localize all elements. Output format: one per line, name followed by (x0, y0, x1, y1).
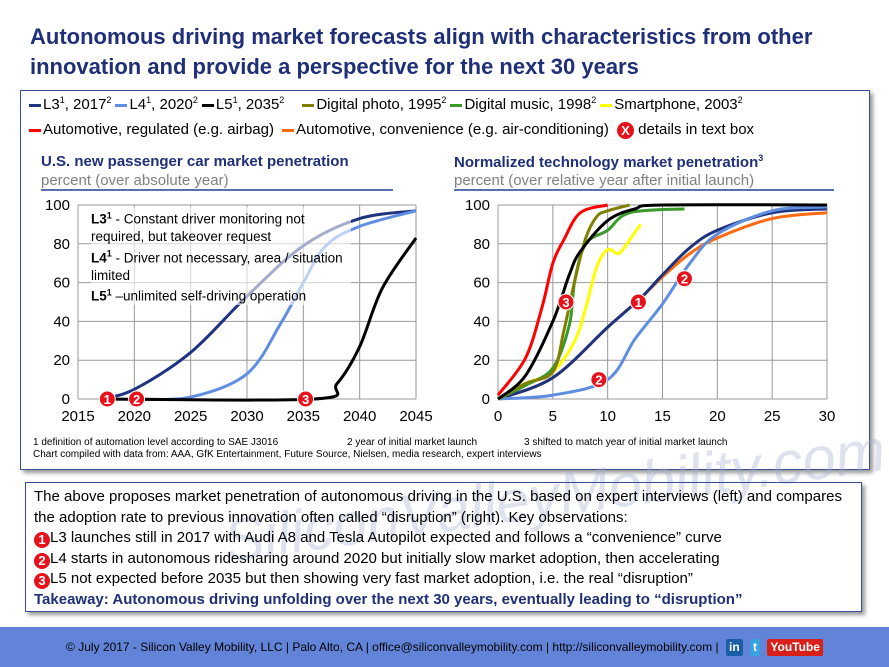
badge-icon: X (616, 121, 634, 139)
marker-label: 2 (681, 272, 688, 287)
footer-text: © July 2017 - Silicon Valley Mobility, L… (66, 640, 719, 654)
legend-item: Digital music, 19982 (450, 95, 596, 113)
y-tick-label: 20 (473, 352, 490, 369)
legend-item: Digital photo, 19952 (302, 95, 446, 113)
y-tick-label: 20 (53, 352, 70, 369)
series-line-digital-photo (497, 203, 630, 401)
marker-label: 3 (562, 295, 569, 310)
x-tick-label: 2020 (118, 408, 151, 425)
y-tick-label: 0 (62, 391, 70, 408)
observation-2: 2 L4 starts in autonomous ridesharing aro… (34, 549, 853, 570)
badge-icon: 1 (34, 532, 50, 548)
legend-item: L41, 20202 (115, 95, 198, 113)
x-tick-label: 0 (494, 408, 502, 425)
series-line-l5 (100, 237, 418, 402)
intro-text: The above proposes market penetration of… (34, 488, 842, 526)
legend-row-2: Automotive, regulated (e.g. airbag) Auto… (29, 121, 754, 139)
x-tick-label: 5 (549, 408, 557, 425)
legend-swatch (302, 103, 315, 107)
level-definition: L51 –unlimited self-driving operation (91, 287, 307, 304)
legend-swatch (600, 103, 613, 107)
marker-badge (98, 390, 116, 408)
left-chart-title: U.S. new passenger car market penetratio… (41, 153, 349, 170)
legend-swatch (282, 128, 295, 132)
marker-label: 3 (302, 392, 309, 407)
badge-icon: 2 (34, 552, 50, 569)
marker-label: 2 (595, 373, 602, 388)
x-tick-label: 20 (709, 408, 726, 425)
series-line-l4 (497, 205, 828, 401)
marker-badge (557, 293, 575, 311)
y-tick-label: 0 (482, 391, 490, 408)
legend-item: L51, 20352 (201, 95, 284, 113)
x-tick-label: 2045 (399, 408, 432, 425)
footnote-2: 2 year of initial market launch (347, 437, 478, 448)
observation-3: 3 L5 not expected before 2035 but then sh… (34, 569, 853, 590)
y-tick-label: 80 (473, 236, 490, 253)
legend-swatch (201, 103, 214, 107)
y-tick-label: 100 (465, 197, 490, 214)
right-chart-title: Normalized technology market penetration… (454, 153, 764, 171)
y-tick-label: 80 (53, 236, 70, 253)
level-definitions: L31 - Constant driver monitoring not req… (91, 207, 351, 305)
x-tick-label: 2030 (230, 408, 263, 425)
x-tick-label: 2040 (343, 408, 376, 425)
x-tick-label: 2025 (174, 408, 207, 425)
legend-row-1: L31, 20172 L41, 20202 L51, 20352 Digital ph… (29, 95, 747, 113)
legend-badge-label: details in text box (638, 121, 755, 138)
y-tick-label: 40 (53, 313, 70, 330)
y-tick-label: 40 (473, 313, 490, 330)
charts-svg: 2015 2020 2025 2030 2035 2040 2045020406080100… (45, 197, 835, 425)
observation-1: 1 L3 launches still in 2017 with Audi A8 … (34, 528, 853, 549)
footnote-3: 3 shifted to match year of initial marke… (524, 437, 728, 448)
series-line-automotive-regulated-e-g-airbag- (496, 203, 609, 397)
legend-item: Automotive, regulated (e.g. airbag) (29, 121, 274, 138)
footer: © July 2017 - Silicon Valley Mobility, L… (0, 627, 889, 667)
series-line-l5 (497, 203, 828, 401)
x-tick-label: 10 (599, 408, 616, 425)
legend-item: Smartphone, 20032 (600, 95, 743, 113)
y-tick-label: 100 (45, 197, 70, 214)
footnote-1: 1 definition of automation level accordi… (33, 437, 279, 448)
y-tick-label: 60 (473, 275, 490, 292)
level-definition: L41 - Driver not necessary, area / situa… (91, 248, 343, 283)
summary-textbox: The above proposes market penetration of… (25, 482, 862, 612)
legend-item: Automotive, convenience (e.g. air-condit… (282, 121, 609, 138)
legend-swatch (29, 103, 41, 107)
marker-label: 2 (133, 392, 140, 407)
marker-badge (297, 390, 315, 408)
x-tick-label: 2035 (287, 408, 320, 425)
twitter-icon[interactable]: t (750, 639, 761, 657)
marker-label: 1 (104, 392, 111, 407)
linkedin-icon[interactable]: in (726, 639, 743, 657)
marker-badge (675, 270, 693, 288)
legend-swatch (29, 128, 41, 132)
marker-badge (590, 371, 608, 389)
marker-label: 1 (635, 295, 642, 310)
takeaway: Takeaway: Autonomous driving unfolding o… (34, 590, 743, 608)
left-chart-subtitle: percent (over absolute year) (41, 172, 393, 191)
chart-1: 0 5 10 15 20 25 30 0 20 40 60 80 100 3 1 2 2 (465, 197, 835, 425)
legend-item: L31, 20172 (29, 95, 111, 113)
marker-badge (128, 390, 146, 408)
legend-swatch (450, 103, 463, 107)
right-chart-subtitle: percent (over relative year after initia… (454, 172, 834, 191)
level-definition: L31 - Constant driver monitoring not req… (91, 210, 305, 244)
x-tick-label: 30 (819, 408, 836, 425)
page-title: Autonomous driving market forecasts alig… (30, 24, 813, 79)
x-tick-label: 15 (654, 408, 671, 425)
chart-panel: SiliconValleyMobility.com L31, 20172 L41,… (20, 90, 889, 575)
source-note: Chart compiled with data from: AAA, GfK … (33, 449, 542, 460)
legend-swatch (115, 103, 128, 107)
x-tick-label: 25 (764, 408, 781, 425)
marker-badge (629, 293, 647, 311)
badge-icon: 3 (34, 573, 50, 589)
chart-0: 2015 2020 2025 2030 2035 2040 2045020406080100… (45, 197, 433, 425)
y-tick-label: 60 (53, 275, 70, 292)
youtube-icon[interactable]: YouTube (767, 639, 823, 657)
x-tick-label: 2015 (61, 408, 94, 425)
